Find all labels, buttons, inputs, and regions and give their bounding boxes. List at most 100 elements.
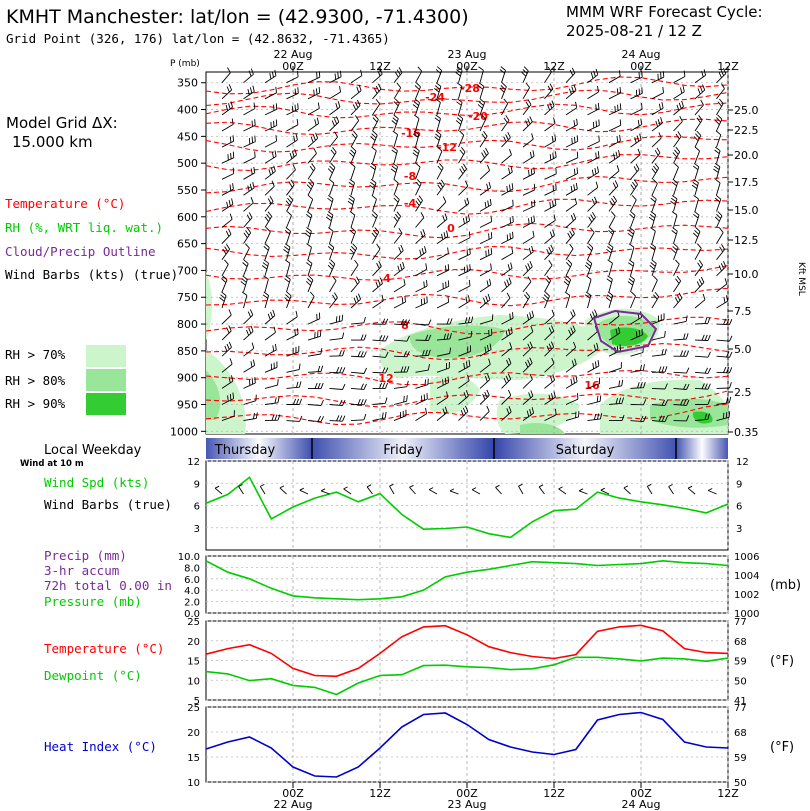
wind-barb [458,130,465,148]
wind-barb [694,351,711,358]
wind-barb [522,245,534,261]
wind-barb [349,146,357,164]
wind-barb [435,98,441,116]
wind-barb [243,197,254,212]
wind-barb [608,119,622,132]
wind-barb [673,367,690,374]
wind-barb [691,178,699,196]
wind-barb [714,114,723,132]
wind-barb [565,197,578,212]
wind-barb [694,146,701,164]
pressure-tick-label: 550 [177,184,198,197]
wind-barb [219,291,227,309]
legend-rh: RH (%, WRT liq. wat.) [5,220,163,235]
wind-barb [694,69,707,84]
wind-barb [286,345,300,357]
fahrenheit-tick-label: 68 [734,637,747,648]
wind-barb [263,275,269,293]
wind-barb [587,102,600,116]
weekday-mask [150,438,206,459]
wind-barb [285,195,294,212]
wind-barb [544,259,553,277]
temperature-label: Temperature (°C) [44,641,164,656]
wind-barb [694,317,711,325]
time-tick-label: 00Z [630,787,652,800]
wind-barb [544,151,557,164]
wind-barb [412,146,420,164]
wind-barb [651,163,660,180]
wind-barb [284,275,291,293]
wind-barb [436,332,452,341]
wind-barb [329,366,346,374]
surface-wind-barb [299,487,309,495]
wind-barb [286,179,295,196]
wind-barb [673,315,688,325]
wind-barb [501,357,512,373]
wind-barb [501,312,514,325]
pressure-tick-label: 700 [177,264,198,277]
wind-barb [715,130,722,148]
wind-barb [544,374,556,389]
wind-barb [326,211,334,228]
date-label-top: 24 Aug [622,48,661,61]
wind-barb [393,227,403,244]
wind-barb [436,146,443,164]
wind-barb [307,194,314,212]
wind-barb [221,392,235,405]
wind-barb [221,275,228,293]
wind-barb [393,366,410,373]
pressure-tick-label: 1004 [734,571,759,582]
wind-barb [694,99,704,116]
cross-section-panel: -28 -24 -20 -16 -12 -8 -4 0 4 8 12 16 P (mb) Kft MS… [170,48,806,439]
pressure-tick-label: 800 [177,318,198,331]
time-tick-label: 12Z [717,60,739,73]
wind-barb [544,391,556,405]
wind-barb [372,243,381,260]
legend-temperature: Temperature (°C) [5,196,125,211]
wind-barb [307,87,321,100]
f-unit-heat: (°F) [770,740,794,755]
temperature-contour-label: 4 [383,272,391,285]
surface-wind-barb [538,484,545,495]
wind-barb [587,211,596,228]
station-title: KMHT Manchester: lat/lon = (42.9300, -71… [6,6,469,28]
surface-wind-barb [623,485,631,495]
wind-barb [307,147,317,164]
wind-barb [651,117,663,132]
weekday-label: Saturday [556,443,615,458]
wind-barb [458,197,470,212]
wind-barb [264,135,278,148]
wind-barb [458,330,473,341]
wind-barb [286,211,292,228]
wind-barb [522,310,535,325]
wind-barb [628,259,635,276]
rh-90-swatch [86,393,126,415]
wind-barb [263,243,270,260]
wind-barb [221,101,233,116]
wind-barb [670,195,678,212]
wind-barb [458,390,469,405]
left-tick-label: 5 [194,696,200,707]
wind-barb [284,291,292,309]
wind-barb [630,148,641,164]
surface-wind-barb [320,488,330,495]
temperature-contour-label: -16 [401,127,421,140]
wind-barb [544,244,554,261]
wind-barb [522,99,532,116]
wind-barb [350,276,360,293]
surface-wind-barb [428,487,438,495]
wind-barb [350,413,367,422]
wind-barb [565,182,578,196]
wind-barb [671,211,678,228]
wind-barb [351,334,367,341]
wind-barb [307,132,319,148]
wind-barb [221,198,234,212]
fahrenheit-tick-label: 50 [734,778,747,789]
wind-barb [565,101,578,116]
wind-barb [651,147,661,164]
wind-barb [716,335,733,342]
wind-barb [542,291,550,309]
wind-barb [630,399,647,406]
wind-barb [501,115,510,132]
wind-barb [651,132,662,148]
